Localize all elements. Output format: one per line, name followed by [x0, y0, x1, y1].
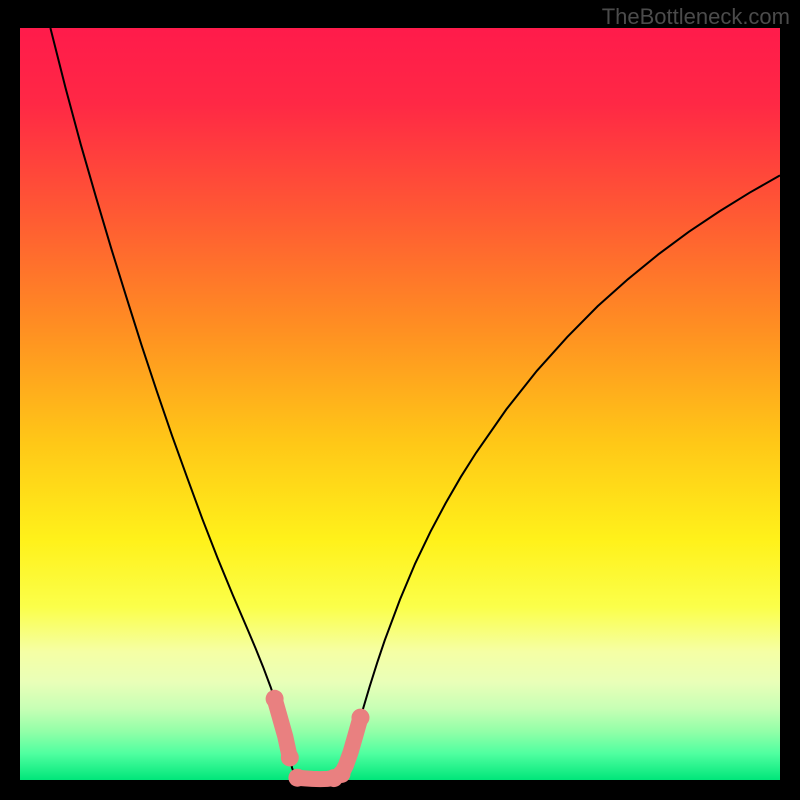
bottleneck-chart: TheBottleneck.com [0, 0, 800, 800]
chart-svg [0, 0, 800, 800]
gradient-plot-area [20, 28, 780, 780]
watermark-label: TheBottleneck.com [602, 4, 790, 30]
